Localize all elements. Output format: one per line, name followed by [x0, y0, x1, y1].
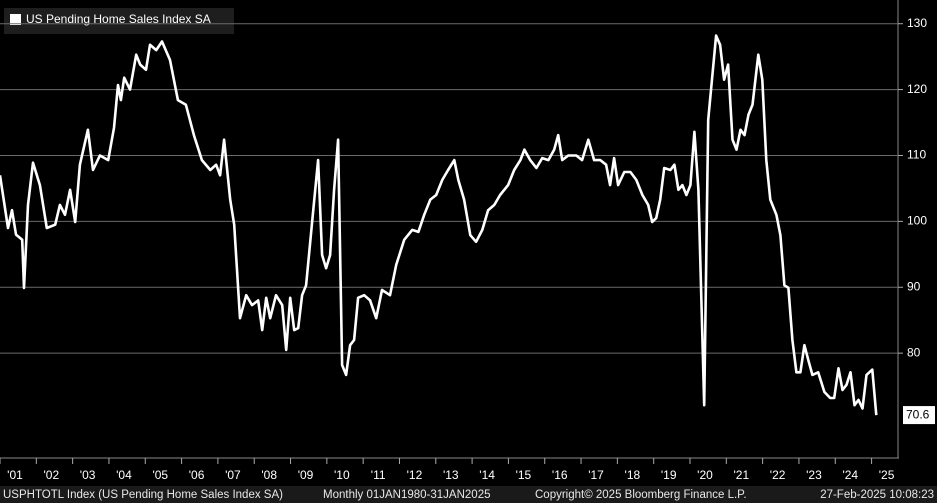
footer-source: USPHTOTL Index (US Pending Home Sales In…: [3, 489, 283, 501]
x-tick-label: '22: [770, 468, 786, 482]
x-tick-label: '17: [588, 468, 604, 482]
x-tick-label: '01: [7, 468, 23, 482]
y-tick-label: 110: [907, 148, 926, 162]
y-tick-label: 100: [907, 214, 927, 228]
legend-box: [4, 8, 234, 34]
x-tick-label: '09: [298, 468, 314, 482]
y-tick-label: 130: [907, 16, 927, 30]
x-tick-label: '12: [407, 468, 423, 482]
footer-frequency: Monthly 01JAN1980-31JAN2025: [323, 489, 491, 501]
x-tick-label: '18: [625, 468, 641, 482]
legend-label: US Pending Home Sales Index SA: [26, 12, 211, 26]
x-tick-label: '24: [842, 468, 858, 482]
x-tick-label: '15: [516, 468, 532, 482]
x-tick-label: '03: [80, 468, 96, 482]
x-tick-label: '21: [733, 468, 749, 482]
y-tick-label: 90: [907, 279, 921, 293]
x-tick-label: '13: [443, 468, 459, 482]
footer-timestamp: 27-Feb-2025 10:08:23: [820, 489, 934, 501]
footer-copyright: Copyright© 2025 Bloomberg Finance L.P.: [535, 489, 747, 501]
last-value-label: 70.6: [906, 407, 930, 421]
last-value-box: [903, 406, 935, 425]
series-line: [0, 34, 878, 416]
x-tick-label: '14: [479, 468, 495, 482]
x-tick-label: '19: [661, 468, 677, 482]
x-tick-label: '05: [152, 468, 168, 482]
legend-swatch: [10, 14, 21, 25]
footer-bar: [0, 486, 937, 503]
x-tick-label: '16: [552, 468, 568, 482]
y-tick-label: 80: [907, 345, 921, 359]
x-tick-label: '06: [189, 468, 205, 482]
x-tick-label: '02: [43, 468, 59, 482]
x-tick-label: '07: [225, 468, 241, 482]
y-tick-label: 120: [907, 82, 927, 96]
x-tick-label: '10: [334, 468, 350, 482]
x-tick-label: '04: [116, 468, 132, 482]
x-tick-label: '08: [261, 468, 277, 482]
x-tick-label: '25: [879, 468, 895, 482]
x-tick-label: '23: [806, 468, 822, 482]
x-tick-label: '20: [697, 468, 713, 482]
x-tick-label: '11: [371, 468, 386, 482]
